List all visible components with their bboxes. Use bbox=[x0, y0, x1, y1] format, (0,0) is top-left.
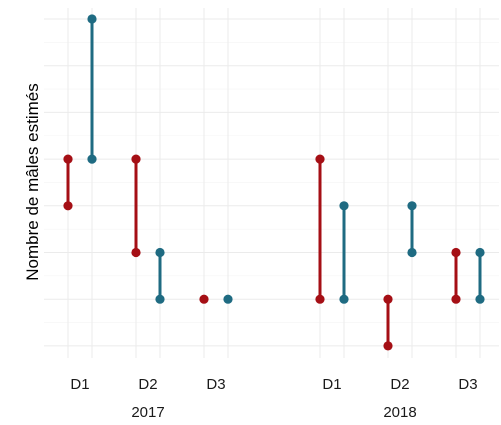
x-group-label: 2017 bbox=[131, 404, 164, 421]
range-point bbox=[199, 294, 209, 304]
range-point bbox=[87, 14, 97, 24]
range-point bbox=[63, 201, 73, 211]
range-point bbox=[451, 294, 461, 304]
range-point bbox=[155, 247, 165, 258]
x-tick-label: D2 bbox=[138, 376, 157, 393]
range-point bbox=[339, 294, 349, 304]
x-tick-label: D1 bbox=[322, 376, 341, 393]
grid bbox=[44, 8, 499, 358]
range-point bbox=[339, 201, 349, 211]
y-axis-title: Nombre de mâles estimés bbox=[23, 83, 42, 280]
range-point bbox=[131, 247, 141, 258]
x-tick-label: D2 bbox=[390, 376, 409, 393]
range-point bbox=[475, 294, 485, 304]
range-point bbox=[155, 294, 165, 304]
x-tick-label: D3 bbox=[458, 376, 477, 393]
x-tick-label: D3 bbox=[206, 376, 225, 393]
range-point bbox=[87, 154, 97, 164]
range-point bbox=[315, 154, 325, 164]
axis-labels: D1 D2 D3 2017 D1 D2 D3 2018 bbox=[70, 376, 477, 421]
range-point bbox=[451, 247, 461, 258]
range-point bbox=[131, 154, 141, 164]
range-point bbox=[383, 341, 393, 351]
range-point bbox=[223, 294, 233, 304]
range-point bbox=[63, 154, 73, 164]
chart-marks bbox=[63, 14, 485, 351]
range-point bbox=[407, 201, 417, 211]
range-point bbox=[475, 247, 485, 258]
range-point bbox=[315, 294, 325, 304]
range-point bbox=[383, 294, 393, 304]
x-tick-label: D1 bbox=[70, 376, 89, 393]
range-point bbox=[407, 247, 417, 258]
x-group-label: 2018 bbox=[383, 404, 416, 421]
